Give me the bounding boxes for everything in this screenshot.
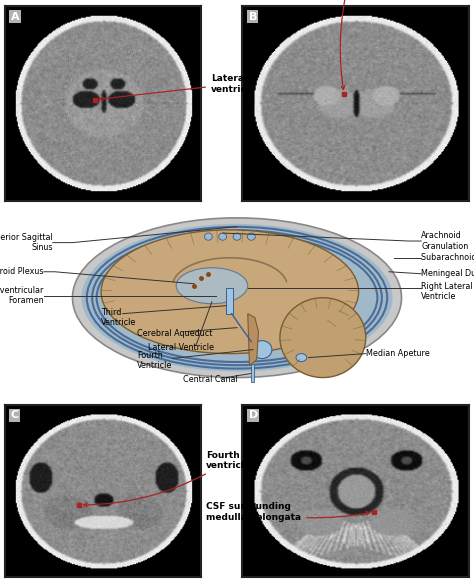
Text: B: B: [248, 12, 257, 22]
Text: Arachnoid
Granulation: Arachnoid Granulation: [421, 231, 468, 251]
Ellipse shape: [101, 230, 359, 354]
Text: CSF surrounding
medulla oblongata: CSF surrounding medulla oblongata: [206, 502, 370, 522]
Ellipse shape: [176, 268, 248, 304]
Ellipse shape: [82, 224, 392, 371]
Text: Third
Ventricle: Third Ventricle: [101, 308, 137, 328]
Ellipse shape: [247, 233, 255, 240]
Text: Central Canal: Central Canal: [183, 375, 238, 384]
Text: A: A: [10, 12, 19, 22]
Polygon shape: [248, 314, 258, 366]
Ellipse shape: [204, 233, 212, 240]
Text: Third ventricle: Third ventricle: [310, 0, 385, 90]
Bar: [251, 364, 254, 382]
Text: Lateral
ventricle: Lateral ventricle: [100, 74, 256, 100]
Text: Choroid Plexus: Choroid Plexus: [0, 267, 44, 276]
Ellipse shape: [233, 233, 241, 240]
Text: Fourth
Ventricle: Fourth Ventricle: [137, 351, 172, 370]
Text: Median Apeture: Median Apeture: [366, 349, 429, 358]
Ellipse shape: [252, 340, 272, 359]
Text: Interventricular
Foramen: Interventricular Foramen: [0, 286, 44, 305]
Text: Right Lateral
Ventricle: Right Lateral Ventricle: [421, 282, 473, 301]
Text: Cerebral Aqueduct: Cerebral Aqueduct: [137, 329, 212, 338]
Text: Meningeal Dura: Meningeal Dura: [421, 269, 474, 278]
Text: C: C: [10, 410, 19, 420]
Bar: [226, 288, 233, 314]
Ellipse shape: [296, 354, 307, 361]
Text: Subarachnoid Space: Subarachnoid Space: [421, 253, 474, 262]
Text: Lateral Ventricle: Lateral Ventricle: [147, 343, 214, 352]
Ellipse shape: [73, 218, 401, 378]
Text: Fourth
ventricle: Fourth ventricle: [84, 451, 251, 507]
Text: Superior Sagittal
Sinus: Superior Sagittal Sinus: [0, 233, 53, 252]
Ellipse shape: [280, 298, 366, 378]
Ellipse shape: [219, 233, 227, 240]
Text: D: D: [248, 410, 258, 420]
